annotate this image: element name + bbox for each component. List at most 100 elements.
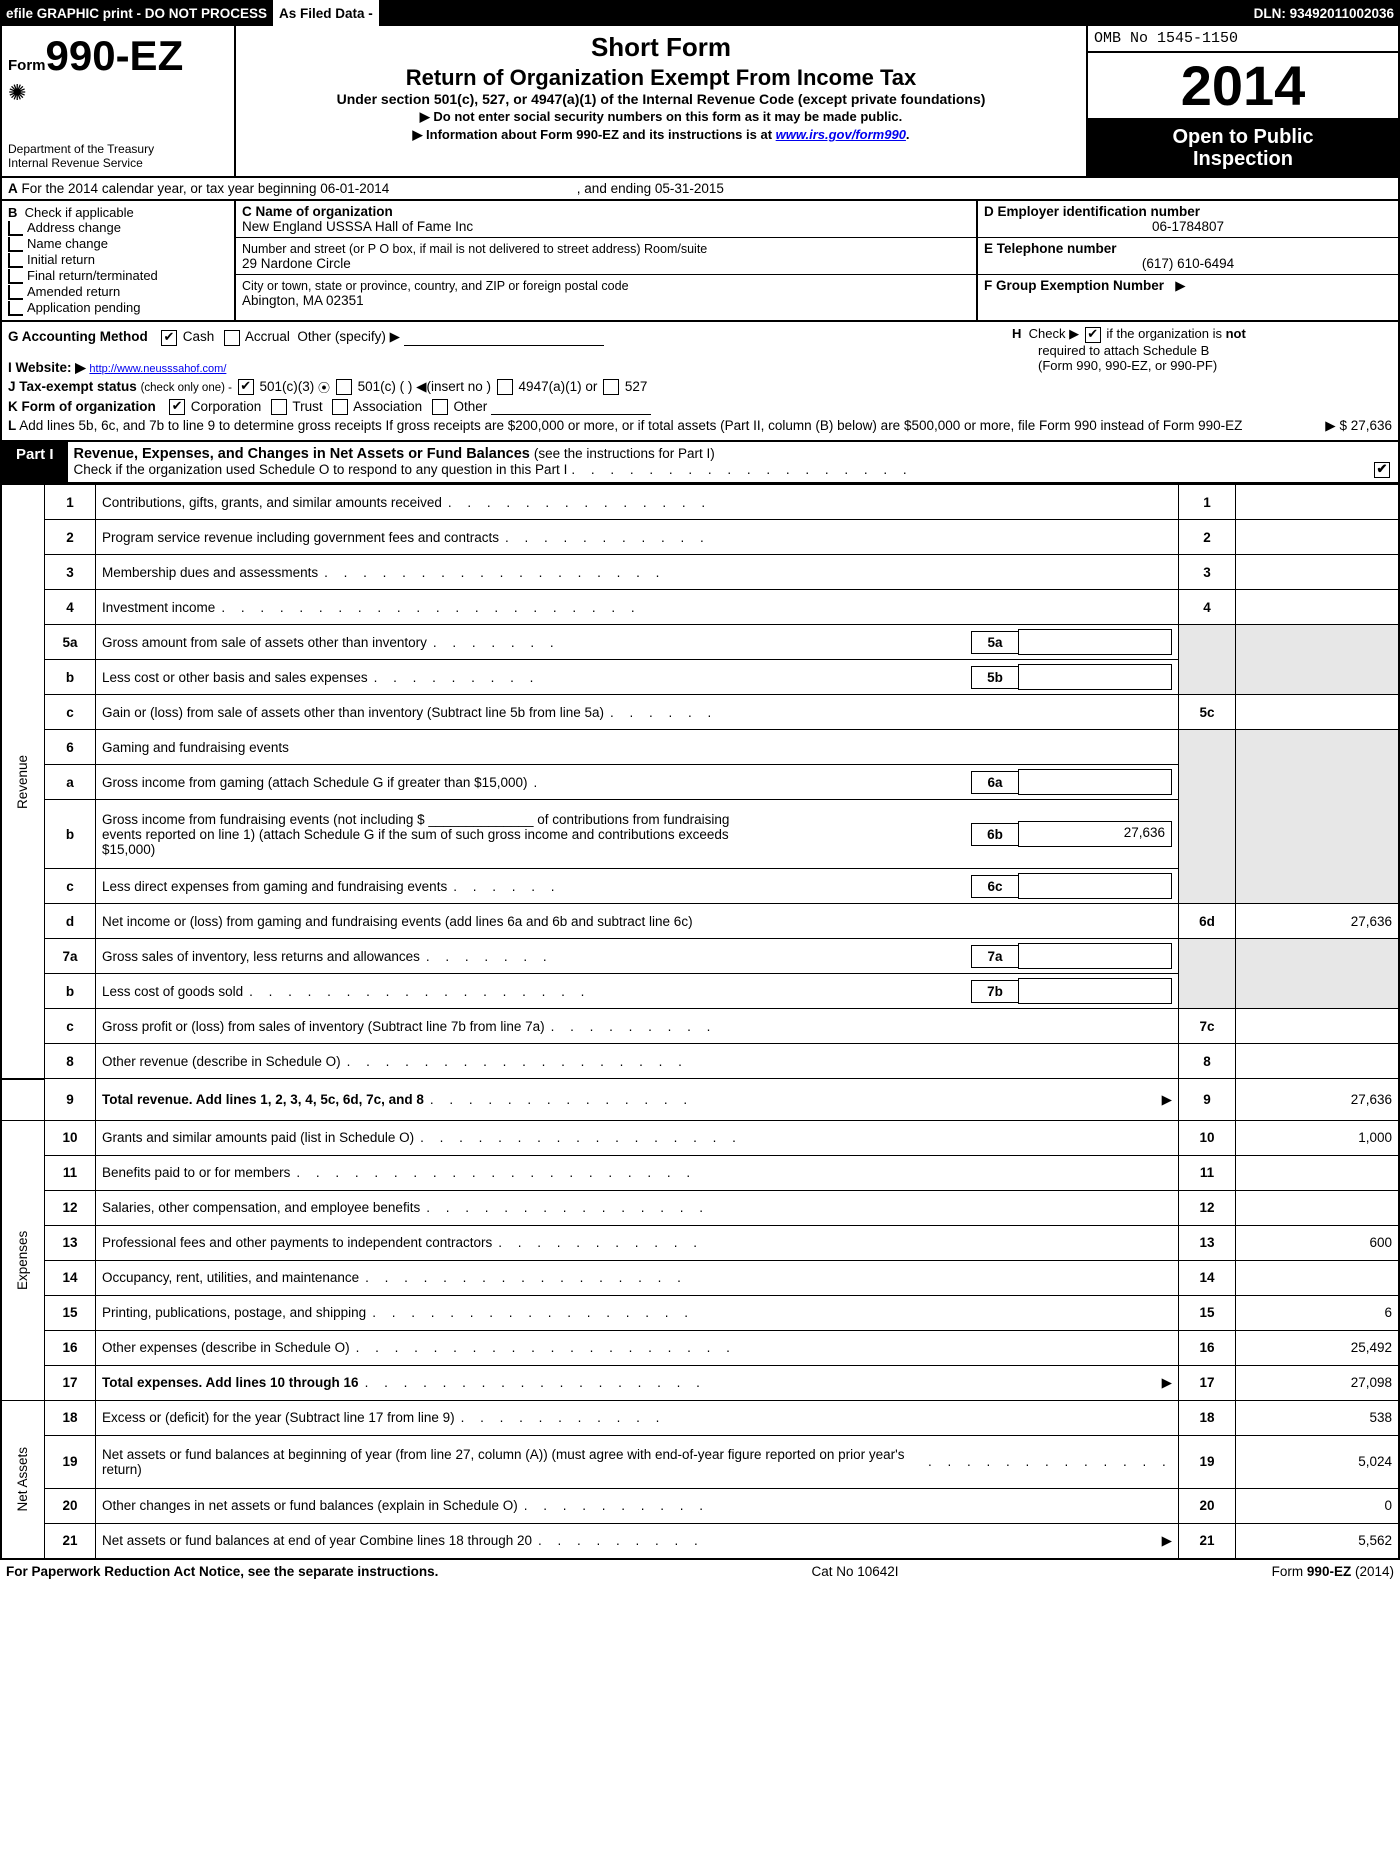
grey-7	[1179, 939, 1236, 1009]
k-trust: Trust	[292, 399, 322, 414]
n12: 12	[45, 1190, 96, 1225]
lbl-name-change: Name change	[27, 236, 108, 251]
h-checkbox[interactable]: ✔	[1085, 327, 1101, 343]
chk-name-change[interactable]	[8, 237, 23, 252]
chk-initial-return[interactable]	[8, 253, 23, 268]
row-12: 12 Salaries, other compensation, and emp…	[1, 1190, 1399, 1225]
n8: 8	[45, 1044, 96, 1079]
form-990ez-page: efile GRAPHIC print - DO NOT PROCESS As …	[0, 0, 1400, 1593]
c-label: C Name of organization	[242, 204, 393, 219]
n9: 9	[45, 1079, 96, 1121]
j-501c3-chk[interactable]: ✔	[238, 379, 254, 395]
info-line: ▶ Information about Form 990-EZ and its …	[242, 127, 1080, 143]
line-a: A For the 2014 calendar year, or tax yea…	[0, 178, 1400, 201]
part1-tag: Part I	[2, 442, 68, 482]
rn19: 19	[1179, 1435, 1236, 1488]
row-20: 20 Other changes in net assets or fund b…	[1, 1488, 1399, 1523]
arrow-9: ▶	[1162, 1092, 1172, 1108]
n2: 2	[45, 520, 96, 555]
k-label: K Form of organization	[8, 399, 156, 414]
row-13: 13 Professional fees and other payments …	[1, 1225, 1399, 1260]
j-label: J Tax-exempt status	[8, 379, 137, 394]
lbl-address-change: Address change	[27, 220, 121, 235]
footer-mid: Cat No 10642I	[811, 1564, 898, 1579]
k-assoc: Association	[353, 399, 422, 414]
d8: Other revenue (describe in Schedule O)	[102, 1054, 347, 1069]
mini-5b-v	[1018, 664, 1172, 690]
chk-address-change[interactable]	[8, 221, 23, 236]
row-9: 9 Total revenue. Add lines 1, 2, 3, 4, 5…	[1, 1079, 1399, 1121]
irs-form990-link[interactable]: www.irs.gov/form990	[776, 127, 906, 142]
k-assoc-chk[interactable]	[332, 399, 348, 415]
n10: 10	[45, 1120, 96, 1155]
d2: Program service revenue including govern…	[102, 530, 505, 545]
row-16: 16 Other expenses (describe in Schedule …	[1, 1330, 1399, 1365]
mini-6c-v	[1018, 873, 1172, 899]
header-mid: Short Form Return of Organization Exempt…	[236, 26, 1086, 176]
row-11: 11 Benefits paid to or for members. . . …	[1, 1155, 1399, 1190]
k-other: Other	[453, 399, 487, 414]
rv16: 25,492	[1236, 1330, 1400, 1365]
k-trust-chk[interactable]	[271, 399, 287, 415]
row-4: 4 Investment income. . . . . . . . . . .…	[1, 590, 1399, 625]
form-prefix: Form	[8, 57, 46, 74]
h-not: not	[1226, 326, 1246, 341]
d1: Contributions, gifts, grants, and simila…	[102, 495, 448, 510]
rn10: 10	[1179, 1120, 1236, 1155]
e-label: E Telephone number	[984, 241, 1117, 256]
rn21: 21	[1179, 1523, 1236, 1559]
h-check: Check ▶	[1029, 326, 1079, 341]
rn13: 13	[1179, 1225, 1236, 1260]
row-7a: 7a Gross sales of inventory, less return…	[1, 939, 1399, 974]
g-accrual-chk[interactable]	[224, 330, 240, 346]
d6a: Gross income from gaming (attach Schedul…	[102, 775, 533, 790]
h-label: H	[1012, 326, 1021, 341]
part1-schedule-o-chk[interactable]: ✔	[1374, 462, 1390, 478]
form-footer: For Paperwork Reduction Act Notice, see …	[0, 1560, 1400, 1593]
mini-5b-n: 5b	[971, 666, 1018, 689]
website-link[interactable]: http://www.neusssahof.com/	[89, 363, 226, 375]
section-g-to-l: H Check ▶ ✔ if the organization is not r…	[0, 322, 1400, 442]
grey-5	[1179, 625, 1236, 695]
chk-amended-return[interactable]	[8, 285, 23, 300]
row-8: 8 Other revenue (describe in Schedule O)…	[1, 1044, 1399, 1079]
k-other-chk[interactable]	[432, 399, 448, 415]
row-14: 14 Occupancy, rent, utilities, and maint…	[1, 1260, 1399, 1295]
box-c-name: C Name of organization New England USSSA…	[236, 201, 976, 238]
row-5c: c Gain or (loss) from sale of assets oth…	[1, 695, 1399, 730]
chk-application-pending[interactable]	[8, 301, 23, 316]
d7b: Less cost of goods sold	[102, 984, 249, 999]
footer-left: For Paperwork Reduction Act Notice, see …	[6, 1564, 438, 1579]
k-corp-chk[interactable]: ✔	[169, 399, 185, 415]
mini-5a-n: 5a	[971, 631, 1018, 654]
n20: 20	[45, 1488, 96, 1523]
d3: Membership dues and assessments	[102, 565, 324, 580]
grey-7v	[1236, 939, 1400, 1009]
n7b: b	[45, 974, 96, 1009]
rv12	[1236, 1190, 1400, 1225]
line-k: K Form of organization ✔ Corporation Tru…	[8, 399, 1392, 415]
open-line1: Open to Public	[1088, 126, 1398, 148]
n6b: b	[45, 800, 96, 869]
j-527-chk[interactable]	[603, 379, 619, 395]
open-to-public: Open to Public Inspection	[1088, 120, 1398, 176]
mini-6a-v	[1018, 769, 1172, 795]
chk-final-return[interactable]	[8, 269, 23, 284]
mini-7b: 7b	[971, 978, 1172, 1004]
rn3: 3	[1179, 555, 1236, 590]
row-10: Expenses 10 Grants and similar amounts p…	[1, 1120, 1399, 1155]
box-h: H Check ▶ ✔ if the organization is not r…	[1012, 326, 1392, 373]
j-4947-chk[interactable]	[497, 379, 513, 395]
l-arrow: ▶	[1325, 418, 1335, 433]
lbl-final-return: Final return/terminated	[27, 268, 158, 283]
g-cash-chk[interactable]: ✔	[161, 330, 177, 346]
n14: 14	[45, 1260, 96, 1295]
rn5c: 5c	[1179, 695, 1236, 730]
j-501c-chk[interactable]	[336, 379, 352, 395]
row-3: 3 Membership dues and assessments. . . .…	[1, 555, 1399, 590]
n3: 3	[45, 555, 96, 590]
expenses-sidelabel: Expenses	[1, 1120, 45, 1400]
n6c: c	[45, 869, 96, 904]
g-cash: Cash	[183, 329, 215, 344]
part1-hint: (see the instructions for Part I)	[534, 446, 715, 461]
